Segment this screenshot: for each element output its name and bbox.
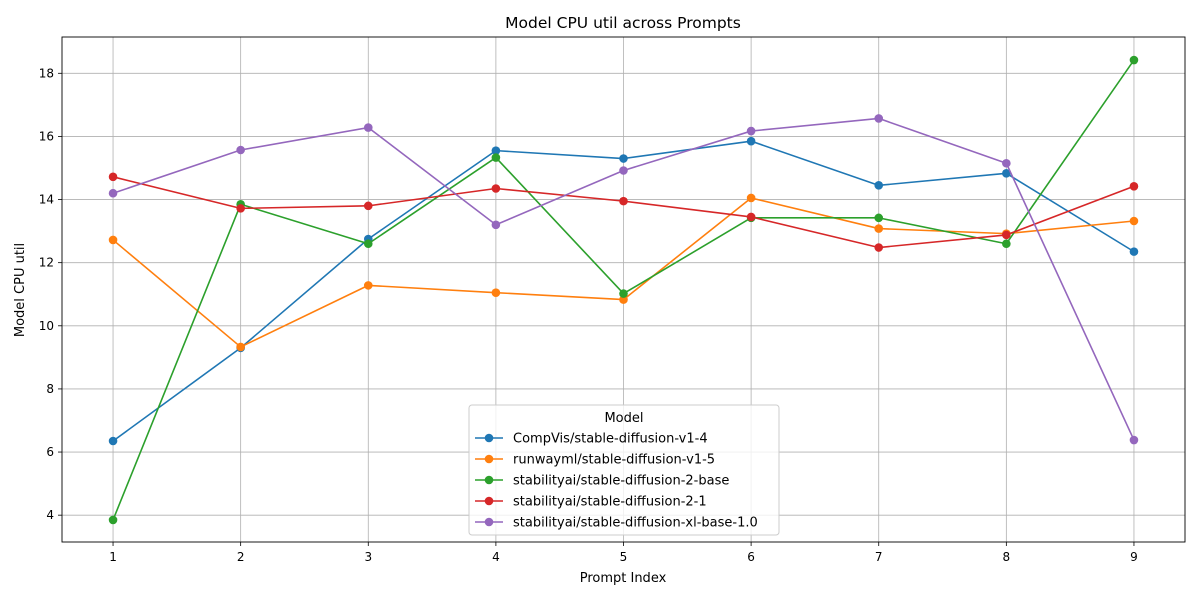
y-tick-label: 16	[39, 129, 54, 143]
legend-label: runwayml/stable-diffusion-v1-5	[513, 453, 715, 468]
x-tick-label: 1	[109, 550, 117, 564]
data-point	[619, 154, 628, 163]
legend-label: stabilityai/stable-diffusion-2-base	[513, 474, 729, 489]
y-axis-label: Model CPU util	[13, 243, 28, 337]
y-axis-ticks: 4 6 8 10 12 14 16 18	[39, 66, 62, 522]
series-2	[108, 193, 1139, 352]
x-tick-label: 3	[364, 550, 372, 564]
data-point	[1129, 181, 1139, 191]
y-tick-label: 12	[39, 256, 54, 270]
data-point	[874, 114, 884, 123]
data-point	[1002, 158, 1011, 168]
chart-title: Model CPU util across Prompts	[505, 14, 741, 32]
data-point	[491, 184, 501, 193]
legend-entry: stabilityai/stable-diffusion-2-1	[475, 495, 707, 510]
data-point	[236, 342, 245, 352]
data-point	[108, 172, 118, 182]
legend-marker	[484, 517, 494, 527]
data-point	[491, 220, 501, 230]
y-tick-label: 18	[39, 66, 54, 80]
series-layer	[108, 55, 1139, 525]
legend-items: CompVis/stable-diffusion-v1-4 runwayml/st…	[475, 432, 758, 531]
data-point	[491, 153, 501, 162]
legend-entry: stabilityai/stable-diffusion-2-base	[475, 474, 729, 489]
series-5	[108, 114, 1139, 445]
data-point	[236, 145, 245, 155]
data-point	[491, 288, 501, 297]
data-point	[619, 166, 628, 175]
data-point	[619, 289, 628, 298]
x-tick-label: 6	[747, 550, 755, 564]
data-point	[363, 123, 373, 132]
data-point	[1129, 247, 1139, 256]
y-tick-label: 6	[46, 445, 54, 459]
data-point	[619, 295, 628, 304]
data-point	[108, 436, 118, 446]
y-tick-label: 4	[46, 508, 54, 522]
data-point	[108, 515, 118, 525]
legend-box	[468, 404, 780, 536]
series-4	[108, 172, 1139, 252]
data-point	[108, 235, 118, 245]
legend-title: Model	[604, 411, 643, 426]
x-tick-label: 5	[620, 550, 628, 564]
data-point	[236, 204, 245, 213]
data-point	[746, 212, 756, 222]
data-point	[1129, 216, 1139, 226]
x-axis-ticks: 1 2 3 4 5 6 7 8 9	[109, 542, 1138, 564]
legend-entry: CompVis/stable-diffusion-v1-4	[475, 432, 708, 447]
x-tick-label: 9	[1130, 550, 1138, 564]
legend-label: CompVis/stable-diffusion-v1-4	[513, 432, 708, 447]
data-point	[1129, 55, 1139, 65]
x-tick-label: 8	[1003, 550, 1011, 564]
x-tick-label: 4	[492, 550, 500, 564]
data-point	[108, 188, 118, 198]
legend-label: stabilityai/stable-diffusion-xl-base-1.0	[513, 516, 758, 531]
data-point	[1002, 169, 1011, 178]
data-point	[491, 146, 501, 155]
legend-marker	[484, 496, 494, 506]
legend-entry: stabilityai/stable-diffusion-xl-base-1.0	[475, 516, 758, 531]
legend-marker	[484, 433, 494, 443]
data-point	[746, 193, 756, 203]
y-tick-label: 10	[39, 319, 54, 333]
data-point	[746, 136, 756, 146]
data-point	[1002, 239, 1011, 249]
data-point	[1002, 230, 1011, 240]
x-axis-label: Prompt Index	[580, 571, 667, 586]
legend-marker	[484, 454, 494, 464]
legend-marker	[484, 475, 494, 485]
legend-entry: runwayml/stable-diffusion-v1-5	[475, 453, 715, 468]
legend: Model CompVis/stable-diffusion-v1-4 runwa…	[468, 404, 780, 536]
x-tick-label: 2	[237, 550, 245, 564]
data-point	[363, 201, 373, 211]
data-point	[874, 243, 884, 252]
data-point	[874, 181, 884, 190]
data-point	[1129, 435, 1139, 445]
legend-label: stabilityai/stable-diffusion-2-1	[513, 495, 707, 510]
x-tick-label: 7	[875, 550, 883, 564]
data-point	[619, 196, 628, 206]
data-point	[874, 213, 884, 223]
data-point	[874, 224, 884, 233]
data-point	[363, 239, 373, 249]
data-point	[363, 281, 373, 290]
y-tick-label: 14	[39, 193, 54, 207]
y-tick-label: 8	[46, 382, 54, 396]
data-point	[746, 126, 756, 136]
